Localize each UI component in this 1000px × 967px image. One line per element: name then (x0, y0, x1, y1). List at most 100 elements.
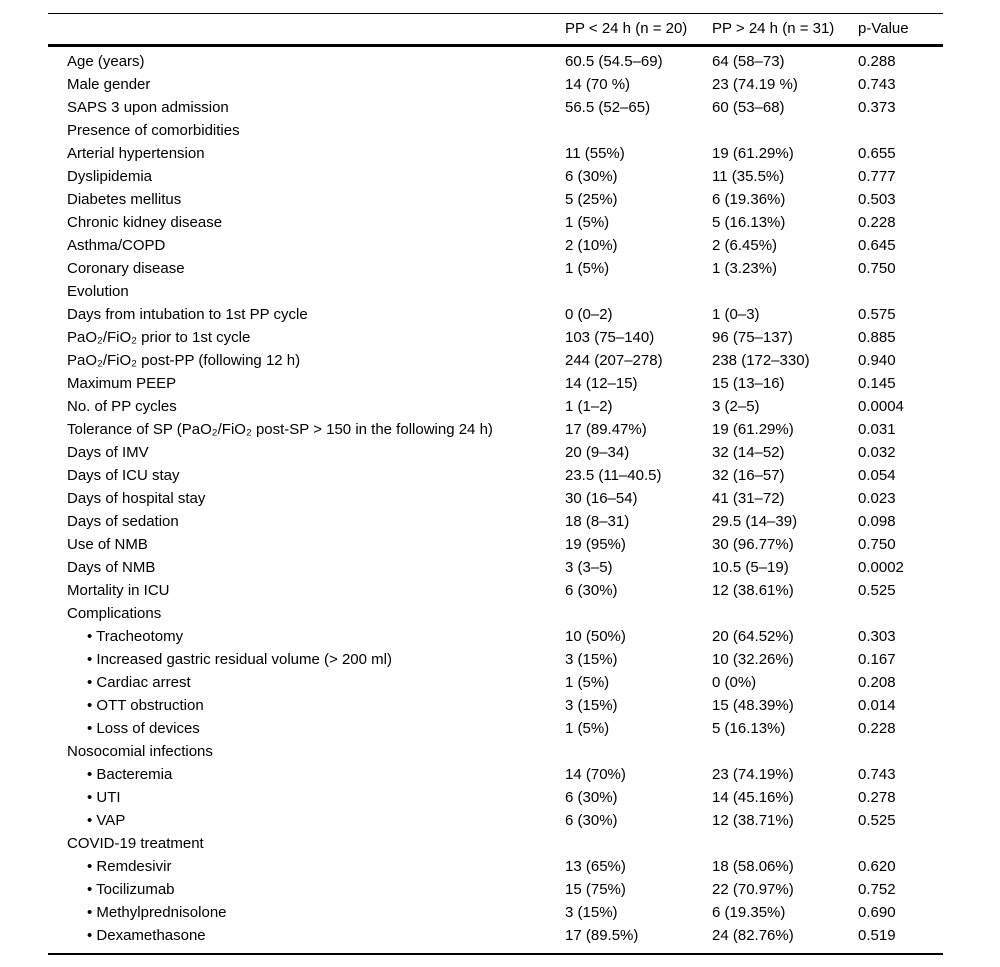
row-value-pp-lt-24h: 19 (95%) (565, 536, 626, 553)
table-row: Nosocomial infections (48, 740, 943, 763)
row-p-value: 0.752 (858, 881, 896, 898)
row-value-pp-lt-24h: 17 (89.5%) (565, 927, 639, 944)
table-row: • Dexamethasone 17 (89.5%) 24 (82.76%) 0… (48, 924, 943, 947)
row-label: Presence of comorbidities (67, 122, 240, 139)
row-p-value: 0.645 (858, 237, 896, 254)
table-row: • OTT obstruction 3 (15%) 15 (48.39%) 0.… (48, 694, 943, 717)
row-value-pp-gt-24h: 32 (16–57) (712, 467, 785, 484)
table-row: Use of NMB 19 (95%) 30 (96.77%) 0.750 (48, 533, 943, 556)
row-label: Coronary disease (67, 260, 185, 277)
row-label: • Tocilizumab (87, 881, 175, 898)
row-value-pp-lt-24h: 3 (15%) (565, 904, 618, 921)
row-p-value: 0.519 (858, 927, 896, 944)
row-p-value: 0.032 (858, 444, 896, 461)
row-value-pp-lt-24h: 1 (1–2) (565, 398, 613, 415)
row-label: • Tracheotomy (87, 628, 184, 645)
row-value-pp-lt-24h: 3 (15%) (565, 697, 618, 714)
row-p-value: 0.525 (858, 812, 896, 829)
row-value-pp-gt-24h (712, 832, 858, 855)
row-value-pp-gt-24h: 18 (58.06%) (712, 858, 794, 875)
table-body: Age (years) 60.5 (54.5–69) 64 (58–73) 0.… (48, 47, 943, 953)
table-row: • Methylprednisolone 3 (15%) 6 (19.35%) … (48, 901, 943, 924)
row-p-value: 0.054 (858, 467, 896, 484)
row-p-value: 0.373 (858, 99, 896, 116)
row-p-value: 0.228 (858, 720, 896, 737)
header-pp-gt-24h: PP > 24 h (n = 31) (712, 20, 835, 37)
row-label: Use of NMB (67, 536, 148, 553)
row-label: • Remdesivir (87, 858, 172, 875)
row-value-pp-gt-24h: 41 (31–72) (712, 490, 785, 507)
row-p-value: 0.145 (858, 375, 896, 392)
table-row: Days from intubation to 1st PP cycle 0 (… (48, 303, 943, 326)
table-row: Maximum PEEP 14 (12–15) 15 (13–16) 0.145 (48, 372, 943, 395)
row-value-pp-lt-24h: 30 (16–54) (565, 490, 638, 507)
row-value-pp-lt-24h: 6 (30%) (565, 582, 618, 599)
row-p-value: 0.228 (858, 214, 896, 231)
row-label: Days of NMB (67, 559, 156, 576)
row-label: • Dexamethasone (87, 927, 206, 944)
table-row: • VAP 6 (30%) 12 (38.71%) 0.525 (48, 809, 943, 832)
table-row: • Loss of devices 1 (5%) 5 (16.13%) 0.22… (48, 717, 943, 740)
row-value-pp-lt-24h: 1 (5%) (565, 260, 610, 277)
row-value-pp-lt-24h: 2 (10%) (565, 237, 618, 254)
row-p-value: 0.620 (858, 858, 896, 875)
table-row: Male gender 14 (70 %) 23 (74.19 %) 0.743 (48, 73, 943, 96)
row-label: COVID-19 treatment (67, 835, 204, 852)
table-row: Diabetes mellitus 5 (25%) 6 (19.36%) 0.5… (48, 188, 943, 211)
row-label: Days from intubation to 1st PP cycle (67, 306, 308, 323)
table-row: Days of sedation 18 (8–31) 29.5 (14–39) … (48, 510, 943, 533)
row-value-pp-lt-24h (565, 602, 712, 625)
row-value-pp-lt-24h: 3 (3–5) (565, 559, 613, 576)
row-value-pp-gt-24h: 1 (0–3) (712, 306, 760, 323)
row-p-value: 0.750 (858, 260, 896, 277)
table-row: No. of PP cycles 1 (1–2) 3 (2–5) 0.0004 (48, 395, 943, 418)
row-value-pp-gt-24h: 23 (74.19 %) (712, 76, 798, 93)
table-row: • Cardiac arrest 1 (5%) 0 (0%) 0.208 (48, 671, 943, 694)
row-label: Diabetes mellitus (67, 191, 182, 208)
table-row: • Increased gastric residual volume (> 2… (48, 648, 943, 671)
row-value-pp-gt-24h: 64 (58–73) (712, 53, 785, 70)
row-label: Nosocomial infections (67, 743, 213, 760)
row-label: PaO₂/FiO₂ post-PP (following 12 h) (67, 352, 301, 369)
row-value-pp-lt-24h (565, 832, 712, 855)
row-value-pp-lt-24h: 15 (75%) (565, 881, 626, 898)
row-value-pp-lt-24h: 17 (89.47%) (565, 421, 647, 438)
row-value-pp-gt-24h: 60 (53–68) (712, 99, 785, 116)
row-p-value: 0.743 (858, 766, 896, 783)
comparison-table: PP < 24 h (n = 20) PP > 24 h (n = 31) p-… (48, 13, 943, 955)
row-value-pp-gt-24h: 5 (16.13%) (712, 214, 786, 231)
row-label: Maximum PEEP (67, 375, 177, 392)
row-p-value (858, 280, 943, 303)
row-value-pp-gt-24h (712, 280, 858, 303)
row-value-pp-lt-24h: 20 (9–34) (565, 444, 630, 461)
row-value-pp-lt-24h: 244 (207–278) (565, 352, 663, 369)
row-value-pp-lt-24h (565, 280, 712, 303)
row-value-pp-lt-24h: 103 (75–140) (565, 329, 655, 346)
row-label: • Bacteremia (87, 766, 173, 783)
row-value-pp-lt-24h: 6 (30%) (565, 168, 618, 185)
row-label: • Increased gastric residual volume (> 2… (87, 651, 392, 668)
row-p-value: 0.303 (858, 628, 896, 645)
row-label: Days of sedation (67, 513, 179, 530)
row-p-value: 0.690 (858, 904, 896, 921)
row-value-pp-lt-24h: 6 (30%) (565, 789, 618, 806)
row-p-value: 0.098 (858, 513, 896, 530)
row-value-pp-lt-24h: 0 (0–2) (565, 306, 613, 323)
row-p-value: 0.288 (858, 53, 896, 70)
row-p-value: 0.743 (858, 76, 896, 93)
row-value-pp-lt-24h: 56.5 (52–65) (565, 99, 651, 116)
row-label: Asthma/COPD (67, 237, 166, 254)
table-row: Days of IMV 20 (9–34) 32 (14–52) 0.032 (48, 441, 943, 464)
table-row: • Bacteremia 14 (70%) 23 (74.19%) 0.743 (48, 763, 943, 786)
row-p-value: 0.777 (858, 168, 896, 185)
row-label: No. of PP cycles (67, 398, 177, 415)
table-row: PaO₂/FiO₂ post-PP (following 12 h) 244 (… (48, 349, 943, 372)
row-value-pp-gt-24h: 19 (61.29%) (712, 421, 794, 438)
row-value-pp-gt-24h: 15 (48.39%) (712, 697, 794, 714)
row-value-pp-gt-24h: 238 (172–330) (712, 352, 810, 369)
row-value-pp-lt-24h (565, 119, 712, 142)
row-label: • VAP (87, 812, 126, 829)
row-p-value: 0.031 (858, 421, 896, 438)
row-value-pp-lt-24h: 60.5 (54.5–69) (565, 53, 663, 70)
table-row: COVID-19 treatment (48, 832, 943, 855)
